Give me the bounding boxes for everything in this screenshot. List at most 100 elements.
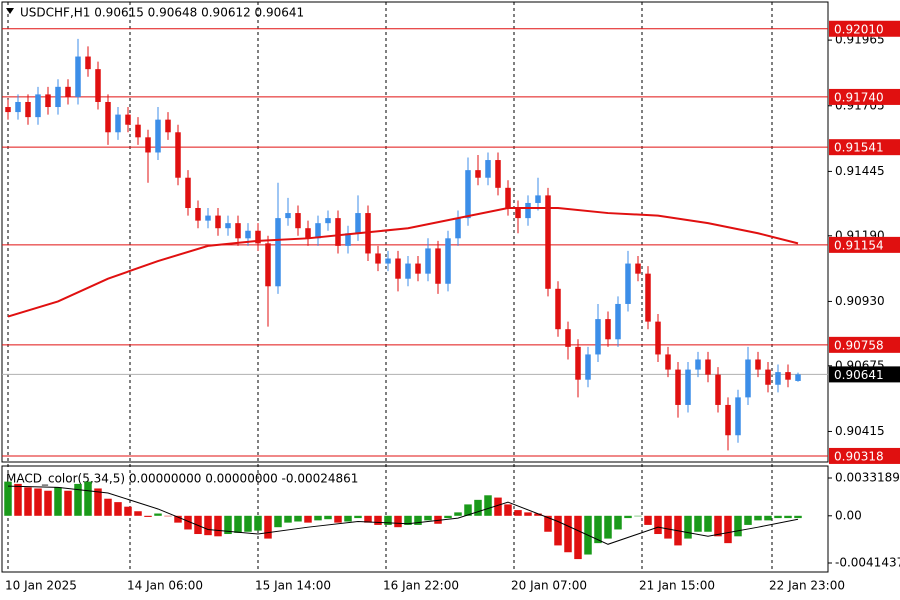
candle-body <box>355 213 361 234</box>
macd-bar <box>464 504 472 516</box>
macd-bar <box>94 488 102 516</box>
candle-body <box>235 223 241 239</box>
candle-body <box>725 404 731 436</box>
candle-body <box>395 258 401 279</box>
macd-bar <box>64 490 72 516</box>
candle-body <box>715 374 721 405</box>
candle-body <box>605 319 611 340</box>
macd-bar <box>624 515 632 519</box>
macd-bar <box>34 488 42 516</box>
candle-body <box>495 160 501 188</box>
macd-bar <box>784 515 792 519</box>
candle-body <box>615 303 621 340</box>
candle-body <box>445 238 451 284</box>
candle-body <box>485 160 491 178</box>
x-tick-label: 10 Jan 2025 <box>5 579 77 593</box>
level-label-box <box>829 447 900 464</box>
macd-bar <box>254 515 262 531</box>
macd-bar <box>384 515 392 525</box>
macd-bar <box>494 497 502 516</box>
candle-body <box>415 263 421 274</box>
candle-body <box>5 107 11 113</box>
macd-bar <box>24 487 32 516</box>
candle-body <box>135 124 141 138</box>
macd-bar <box>724 515 732 544</box>
macd-bar <box>304 515 312 523</box>
candle-body <box>255 230 261 244</box>
macd-bar <box>764 515 772 521</box>
macd-bar <box>104 498 112 516</box>
macd-bar <box>294 515 302 522</box>
macd-bar <box>474 499 482 516</box>
level-label-box <box>829 336 900 353</box>
last-price-box <box>829 366 900 383</box>
macd-bar <box>634 515 642 517</box>
candle-body <box>565 329 571 347</box>
macd-bar <box>654 515 662 535</box>
macd-bar <box>224 515 232 535</box>
macd-bar <box>424 515 432 521</box>
macd-bar <box>544 515 552 532</box>
price-panel <box>1 1 829 463</box>
level-label-box <box>829 88 900 105</box>
candle-body <box>435 248 441 284</box>
macd-bar <box>794 515 802 519</box>
x-tick-label: 15 Jan 14:00 <box>255 579 331 593</box>
y-tick-label: 0.91445 <box>835 164 885 178</box>
y-tick-label: 0.90415 <box>835 424 885 438</box>
macd-bar <box>734 515 742 537</box>
candle-body <box>365 213 371 254</box>
macd-bar <box>264 515 272 539</box>
macd-bar <box>4 481 12 516</box>
macd-bar <box>514 510 522 516</box>
macd-bar <box>754 515 762 521</box>
level-label: 0.90318 <box>834 449 884 463</box>
y-tick-label: 0.00 <box>835 508 862 522</box>
macd-bar <box>504 504 512 516</box>
candle-body <box>465 170 471 219</box>
candle-body <box>75 56 81 97</box>
level-label: 0.91740 <box>834 90 884 104</box>
macd-bar <box>604 515 612 539</box>
candle-body <box>785 372 791 380</box>
candle-body <box>585 354 591 380</box>
macd-bar <box>394 515 402 528</box>
candle-body <box>15 101 21 113</box>
signal-line <box>7 485 799 545</box>
candle-body <box>685 369 691 405</box>
level-label-box <box>829 236 900 253</box>
x-tick-label: 21 Jan 15:00 <box>639 579 715 593</box>
macd-bar <box>444 515 452 519</box>
candle-body <box>705 359 711 375</box>
level-label-box <box>829 20 900 37</box>
candle-body <box>545 195 551 289</box>
macd-bar <box>154 513 162 516</box>
candle-body <box>505 187 511 209</box>
candle-body <box>385 258 391 264</box>
macd-bar <box>684 515 692 539</box>
candle-body <box>625 263 631 304</box>
macd-bar <box>324 515 332 520</box>
macd-bar <box>434 515 442 524</box>
macd-bar <box>334 515 342 523</box>
macd-bar <box>124 506 132 516</box>
candle-body <box>595 319 601 355</box>
last-price-label: 0.90641 <box>834 368 884 382</box>
candle-body <box>775 372 781 385</box>
candle-body <box>325 218 331 224</box>
macd-bar <box>744 515 752 525</box>
candle-body <box>475 170 481 178</box>
macd-header: MACD_color(5,34,5) 0.00000000 0.00000000… <box>6 472 358 486</box>
macd-bar <box>214 515 222 537</box>
macd-bar <box>664 515 672 539</box>
x-tick-label: 16 Jan 22:00 <box>383 579 459 593</box>
y-tick-label: 0.90930 <box>835 294 885 308</box>
macd-bar <box>274 515 282 528</box>
candle-body <box>305 228 311 239</box>
menu-arrow[interactable] <box>6 8 14 14</box>
candle-body <box>335 218 341 246</box>
candle-body <box>155 119 161 153</box>
candle-body <box>665 354 671 370</box>
macd-bar <box>284 515 292 523</box>
